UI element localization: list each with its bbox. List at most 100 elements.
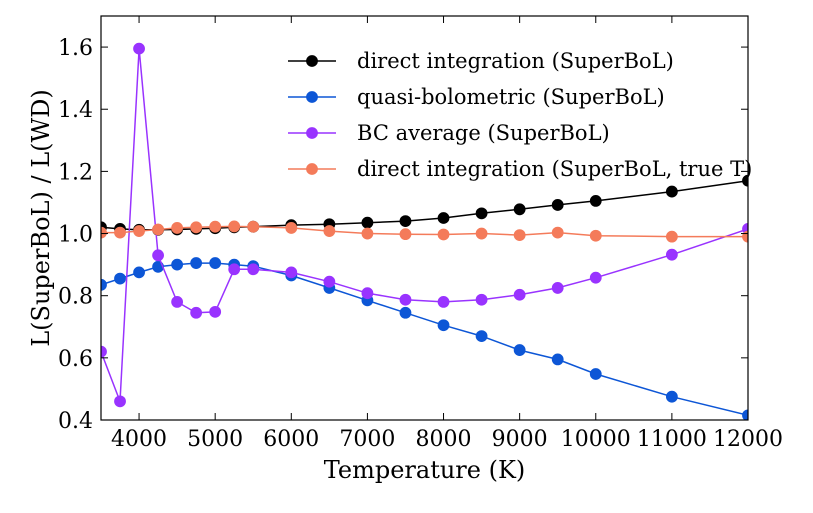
data-point xyxy=(742,174,748,187)
data-point xyxy=(399,306,412,319)
data-point xyxy=(285,222,298,234)
data-point xyxy=(114,226,126,239)
y-tick-label: 1.6 xyxy=(58,36,93,61)
data-point xyxy=(399,293,412,306)
axes: 4000 5000 6000 7000 8000 9000 10000 11000 12000 0… xyxy=(58,15,783,452)
legend-label: BC average (SuperBoL) xyxy=(357,121,610,145)
x-tick-label: 6000 xyxy=(263,427,319,452)
data-point xyxy=(190,257,203,269)
legend-label: direct integration (SuperBoL, true T) xyxy=(357,157,752,181)
legend-swatch-marker xyxy=(306,163,318,175)
y-tick-label: 0.6 xyxy=(58,347,93,372)
legend-item-2: quasi-bolometric (SuperBoL) xyxy=(288,85,665,109)
data-point xyxy=(551,226,564,239)
data-point xyxy=(665,185,678,198)
x-tick-label: 4000 xyxy=(111,427,167,452)
legend-swatch-marker xyxy=(306,127,318,139)
data-point xyxy=(513,203,526,216)
data-point xyxy=(361,216,374,229)
legend-label: direct integration (SuperBoL) xyxy=(357,49,674,73)
x-tick-label: 11000 xyxy=(637,427,707,452)
data-point xyxy=(475,330,488,342)
data-point xyxy=(323,275,336,288)
series-3 xyxy=(101,42,748,408)
data-point xyxy=(114,272,126,285)
legend-item-4: direct integration (SuperBoL, true T) xyxy=(288,157,752,181)
y-tick-label: 1.0 xyxy=(58,223,93,248)
legend-item-3: BC average (SuperBoL) xyxy=(288,121,610,145)
x-tick-label: 9000 xyxy=(492,427,548,452)
plot-inner xyxy=(101,42,748,420)
data-point xyxy=(133,225,145,237)
x-tick-label: 10000 xyxy=(561,427,631,452)
data-point xyxy=(101,345,107,358)
x-tick-label: 12000 xyxy=(713,427,783,452)
data-point xyxy=(361,227,374,240)
data-point xyxy=(133,42,145,55)
data-point xyxy=(551,353,564,366)
data-point xyxy=(437,228,450,241)
data-point xyxy=(475,227,488,240)
data-point xyxy=(665,230,678,243)
data-point xyxy=(209,257,222,269)
legend-swatch-marker xyxy=(306,55,318,67)
data-point xyxy=(589,368,602,380)
data-point xyxy=(361,287,374,300)
data-point xyxy=(101,226,107,239)
data-point xyxy=(551,282,564,294)
x-axis-label: Temperature (K) xyxy=(324,456,526,484)
data-point xyxy=(551,199,564,211)
data-point xyxy=(437,296,450,308)
data-point xyxy=(171,296,184,308)
y-tick-label: 0.4 xyxy=(58,409,93,434)
data-point xyxy=(513,229,526,241)
plot-area xyxy=(101,42,748,420)
series-2 xyxy=(101,257,748,420)
legend-swatch-marker xyxy=(306,91,318,103)
plot-frame xyxy=(100,15,749,421)
data-point xyxy=(209,220,222,233)
data-point xyxy=(437,319,450,332)
x-tick-label: 7000 xyxy=(339,427,395,452)
data-point xyxy=(190,221,203,234)
data-point xyxy=(665,390,678,403)
data-point xyxy=(589,271,602,284)
x-tick-label: 5000 xyxy=(187,427,243,452)
data-point xyxy=(665,248,678,261)
data-point xyxy=(247,263,260,276)
data-point xyxy=(171,222,184,234)
data-point xyxy=(513,344,526,356)
y-tick-label: 0.8 xyxy=(58,285,93,310)
series-line-3 xyxy=(101,48,748,402)
series-4 xyxy=(101,220,748,243)
data-point xyxy=(133,266,145,279)
legend: direct integration (SuperBoL) quasi-bolom… xyxy=(288,49,752,181)
data-point xyxy=(513,288,526,301)
data-point xyxy=(742,409,748,420)
data-point xyxy=(589,229,602,242)
y-tick-label: 1.2 xyxy=(58,160,93,185)
data-point xyxy=(228,220,241,233)
data-point xyxy=(475,207,488,220)
data-point xyxy=(589,195,602,207)
data-point xyxy=(323,225,336,237)
data-point xyxy=(209,305,222,318)
y-axis-label: L(SuperBoL) / L(WD) xyxy=(27,89,55,347)
y-tick-label: 1.4 xyxy=(58,98,93,123)
series-line-2 xyxy=(101,262,748,417)
data-point xyxy=(437,212,450,224)
data-point xyxy=(190,306,203,319)
data-point xyxy=(285,266,298,279)
data-point xyxy=(247,220,260,233)
legend-item-1: direct integration (SuperBoL) xyxy=(288,49,674,73)
data-point xyxy=(228,263,241,276)
data-point xyxy=(399,228,412,241)
data-point xyxy=(171,258,184,271)
x-tick-label: 8000 xyxy=(416,427,472,452)
data-point xyxy=(399,215,412,228)
data-point xyxy=(101,278,107,291)
legend-label: quasi-bolometric (SuperBoL) xyxy=(357,85,665,109)
data-point xyxy=(152,249,164,262)
data-point xyxy=(475,293,488,306)
